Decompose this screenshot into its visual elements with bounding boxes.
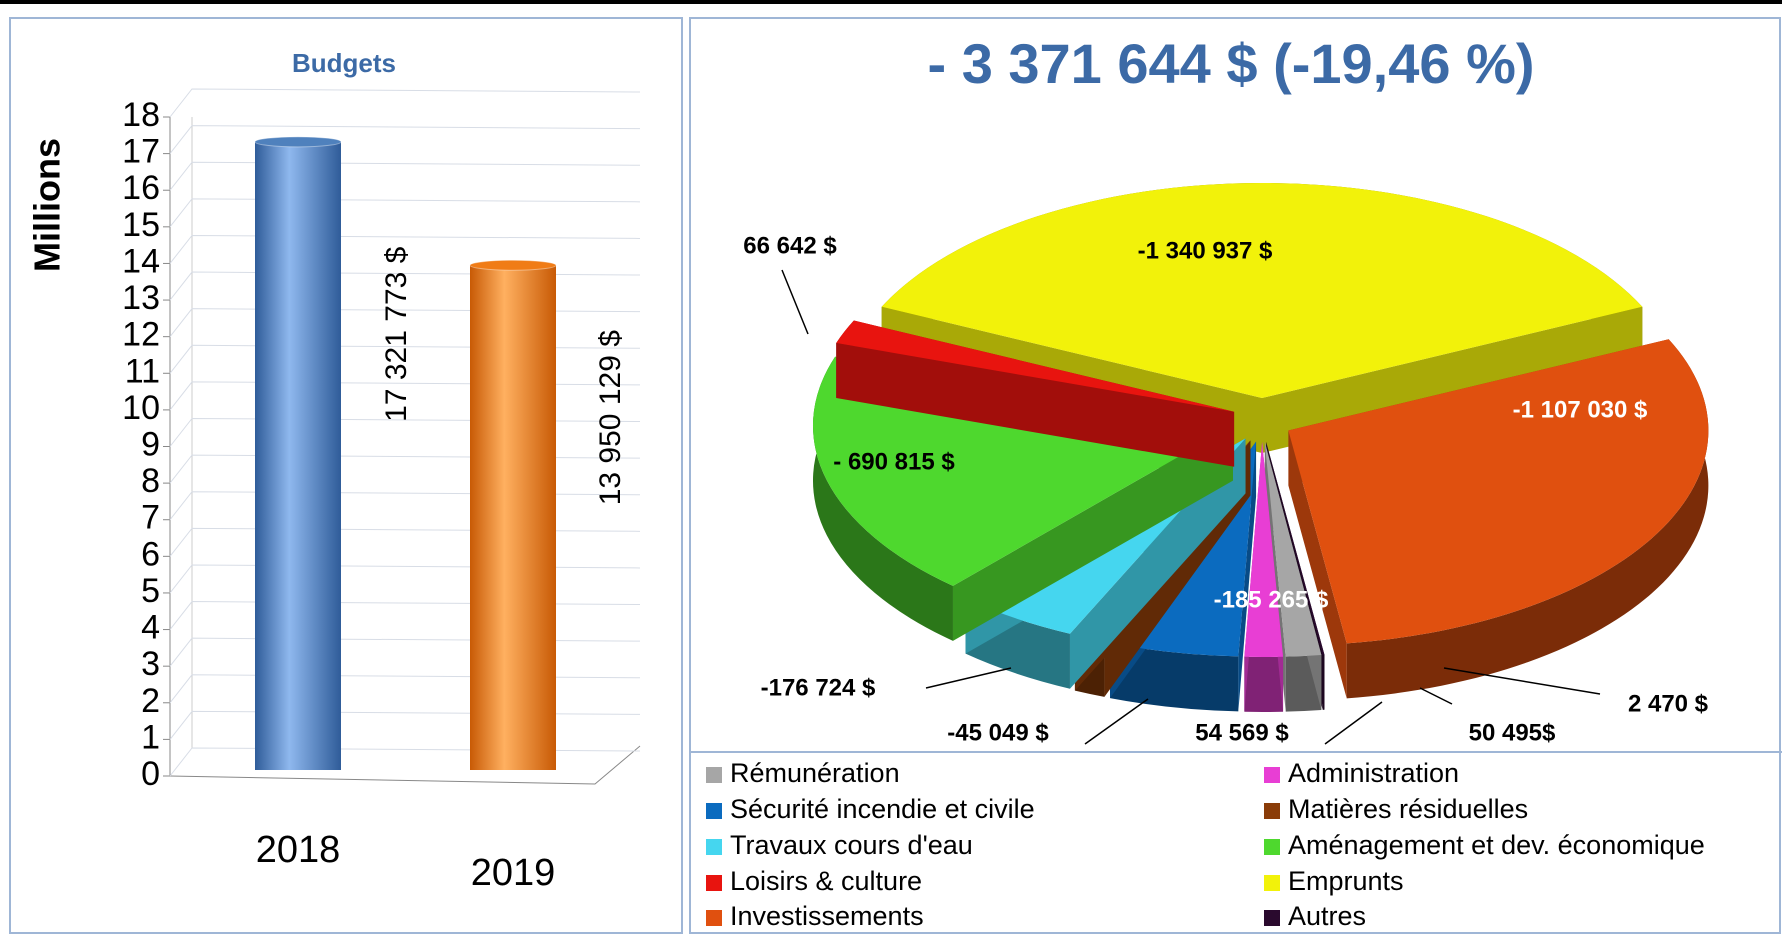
pie-slice <box>836 320 1235 412</box>
y-tick-label: 13 <box>122 279 160 317</box>
y-tick-label: 2 <box>141 682 160 720</box>
pie-slice <box>1266 441 1325 655</box>
grid-line <box>169 161 641 191</box>
y-tick-label: 9 <box>141 425 160 463</box>
value-label: 13 950 129 $ <box>594 330 627 505</box>
y-tick-label: 16 <box>122 169 160 207</box>
slice <box>1288 339 1709 699</box>
slice-side <box>1110 643 1239 712</box>
y-tick-label: 10 <box>122 389 160 427</box>
slice <box>1264 441 1322 712</box>
y-tick-label: 3 <box>141 645 160 683</box>
value-label: -185 265 $ <box>1214 586 1329 613</box>
bar-top <box>469 259 557 271</box>
legend-label: Investissements <box>730 901 924 931</box>
legend-swatch <box>1264 910 1280 926</box>
bar-top <box>254 136 342 148</box>
y-tick-label: 8 <box>141 462 160 500</box>
y-tick-label: 18 <box>122 96 160 134</box>
pie-slice <box>881 182 1643 398</box>
leader-line <box>1443 667 1601 695</box>
y-tick-label: 0 <box>141 755 160 793</box>
pie-slice <box>1264 441 1322 657</box>
legend-swatch <box>706 803 722 819</box>
legend-swatch <box>706 767 722 783</box>
value-label: 17 321 773 $ <box>380 246 413 421</box>
legend-swatch <box>706 839 722 855</box>
legend-label: Sécurité incendie et civile <box>730 794 1035 824</box>
legend-swatch <box>1264 875 1280 891</box>
pie-title: - 3 371 644 $ (-19,46 %) <box>927 32 1534 95</box>
value-label: - 690 815 $ <box>833 448 955 475</box>
y-tick-label: 4 <box>141 609 160 647</box>
value-label: 50 495$ <box>1469 719 1556 746</box>
legend-label: Aménagement et dev. économique <box>1288 830 1705 860</box>
y-axis-title: Millions <box>27 138 68 272</box>
floor <box>169 745 641 785</box>
legend-swatch <box>1264 767 1280 783</box>
grid-line <box>169 88 641 118</box>
left-panel <box>9 17 683 934</box>
legend-swatch <box>1264 839 1280 855</box>
pie-slice <box>1288 339 1709 644</box>
bar <box>255 141 341 771</box>
bar <box>470 265 556 770</box>
value-label: -1 340 937 $ <box>1138 237 1273 264</box>
y-tick-label: 6 <box>141 535 160 573</box>
value-label: -45 049 $ <box>947 719 1049 746</box>
value-label: 54 569 $ <box>1195 719 1289 746</box>
slice <box>1244 441 1284 712</box>
value-label: -176 724 $ <box>761 674 876 701</box>
x-tick-label: 2019 <box>471 852 556 894</box>
value-label: 66 642 $ <box>743 232 837 259</box>
leader-line <box>1084 698 1149 745</box>
slice-side <box>812 356 953 641</box>
y-tick-label: 15 <box>122 206 160 244</box>
grid-line <box>169 234 641 264</box>
top-bar <box>0 0 1782 4</box>
pie-slice <box>1244 441 1284 657</box>
leader-line <box>1324 701 1383 745</box>
slice <box>836 320 1235 467</box>
legend-swatch <box>706 910 722 926</box>
legend-label: Rémunération <box>730 758 900 788</box>
leader-line <box>1419 687 1453 705</box>
grid-line <box>169 125 641 154</box>
legend-label: Matières résiduelles <box>1288 794 1528 824</box>
y-tick-label: 14 <box>122 242 160 280</box>
legend-label: Emprunts <box>1288 866 1404 896</box>
y-tick-label: 17 <box>122 133 160 171</box>
legend-label: Administration <box>1288 758 1459 788</box>
y-tick-label: 5 <box>141 572 160 610</box>
slice-side <box>1346 339 1709 699</box>
y-tick-label: 12 <box>122 316 160 354</box>
leader-line <box>925 667 1012 689</box>
legend-swatch <box>1264 803 1280 819</box>
grid-line <box>169 198 641 228</box>
slice-side <box>1244 656 1284 712</box>
x-tick-label: 2018 <box>256 829 341 871</box>
legend-swatch <box>706 875 722 891</box>
y-tick-label: 1 <box>141 718 160 756</box>
bar-title: Budgets <box>292 48 396 78</box>
leader-line <box>781 269 809 335</box>
legend-label: Travaux cours d'eau <box>730 830 973 860</box>
legend-label: Loisirs & culture <box>730 866 922 896</box>
y-tick-label: 11 <box>125 352 160 390</box>
y-tick-label: 7 <box>141 499 160 537</box>
legend-label: Autres <box>1288 901 1366 931</box>
value-label: -1 107 030 $ <box>1513 396 1648 423</box>
value-label: 2 470 $ <box>1628 690 1709 717</box>
